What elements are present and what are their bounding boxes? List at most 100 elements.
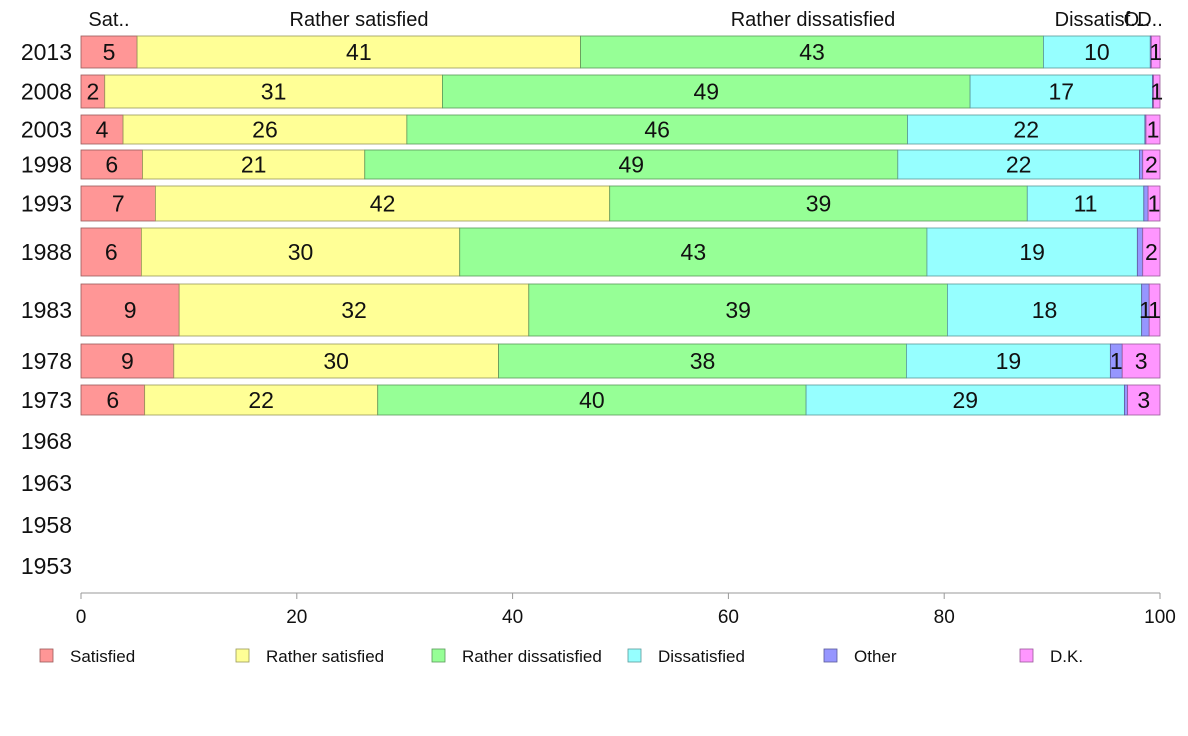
bar-value-label: 43 bbox=[681, 239, 707, 265]
bar-segment bbox=[80, 283, 180, 337]
legend-label: D.K. bbox=[1050, 647, 1083, 666]
bar-value-label: 22 bbox=[1006, 152, 1032, 178]
bar-segment bbox=[1139, 149, 1144, 180]
year-label: 1968 bbox=[21, 428, 72, 454]
bar-segment bbox=[947, 283, 1143, 337]
bar-value-label: 18 bbox=[1032, 297, 1058, 323]
bar-segment bbox=[906, 343, 1111, 379]
year-label: 1973 bbox=[21, 387, 72, 413]
top-category-label: Rather satisfied bbox=[290, 9, 429, 31]
year-label: 1983 bbox=[21, 297, 72, 323]
legend-label: Satisfied bbox=[70, 647, 135, 666]
bar-segment bbox=[498, 343, 907, 379]
bar-value-label: 49 bbox=[693, 79, 719, 105]
bar-value-label: 1 bbox=[1149, 39, 1162, 65]
bar-value-label: 40 bbox=[579, 387, 605, 413]
bar-value-label: 2 bbox=[1145, 239, 1158, 265]
bar-segment bbox=[805, 384, 1125, 416]
bar-value-label: 38 bbox=[690, 348, 716, 374]
bar-value-label: 19 bbox=[1019, 239, 1045, 265]
bar-segment bbox=[1147, 185, 1161, 222]
bar-segment bbox=[80, 227, 142, 277]
year-label: 1978 bbox=[21, 348, 72, 374]
bar-value-label: 39 bbox=[806, 191, 832, 217]
top-category-label: Sat.. bbox=[88, 9, 129, 31]
bar-value-label: 21 bbox=[241, 152, 267, 178]
bar-value-label: 1 bbox=[1150, 79, 1163, 105]
bar-value-label: 46 bbox=[644, 117, 670, 143]
bar-segment bbox=[1026, 185, 1145, 222]
bar-value-label: 29 bbox=[952, 387, 978, 413]
bar-segment bbox=[926, 227, 1138, 277]
bar-value-label: 32 bbox=[341, 297, 367, 323]
bar-value-label: 41 bbox=[346, 39, 372, 65]
bar-value-label: 6 bbox=[106, 387, 119, 413]
legend-label: Rather dissatisfied bbox=[462, 647, 602, 666]
bar-segment bbox=[1136, 227, 1144, 277]
bar-segment bbox=[80, 185, 156, 222]
bar-value-label: 11 bbox=[1074, 191, 1098, 217]
bar-value-label: 39 bbox=[725, 297, 751, 323]
bar-segment bbox=[178, 283, 530, 337]
year-label: 1998 bbox=[21, 152, 72, 178]
bar-segment bbox=[1043, 35, 1151, 69]
bar-segment bbox=[80, 384, 146, 416]
bar-segment bbox=[122, 114, 408, 145]
top-category-label: D.. bbox=[1137, 9, 1163, 31]
bar-value-label: 6 bbox=[105, 239, 118, 265]
bar-value-label: 1 bbox=[1147, 117, 1160, 143]
bar-value-label: 42 bbox=[370, 191, 396, 217]
x-axis-tick-label: 40 bbox=[502, 607, 523, 628]
bar-value-label: 31 bbox=[261, 79, 287, 105]
bar-segment bbox=[377, 384, 807, 416]
bar-value-label: 6 bbox=[105, 152, 118, 178]
bar-value-label: 30 bbox=[288, 239, 314, 265]
year-label: 1963 bbox=[21, 470, 72, 496]
top-category-label: O.. bbox=[1124, 9, 1151, 31]
bar-value-label: 2 bbox=[1145, 152, 1158, 178]
bar-value-label: 22 bbox=[248, 387, 274, 413]
bar-segment bbox=[907, 114, 1146, 145]
bar-value-label: 4 bbox=[96, 117, 109, 143]
year-label: 1993 bbox=[21, 191, 72, 217]
bar-value-label: 19 bbox=[996, 348, 1022, 374]
bar-value-label: 5 bbox=[103, 39, 116, 65]
bar-segment bbox=[141, 227, 461, 277]
legend-swatch bbox=[431, 648, 446, 663]
bar-segment bbox=[528, 283, 948, 337]
legend-swatch bbox=[235, 648, 250, 663]
bar-segment bbox=[1145, 114, 1161, 145]
bar-value-label: 30 bbox=[323, 348, 349, 374]
bar-value-label: 3 bbox=[1135, 348, 1148, 374]
year-label: 1988 bbox=[21, 239, 72, 265]
bar-segment bbox=[80, 35, 138, 69]
bar-value-label: 26 bbox=[252, 117, 278, 143]
year-label: 1958 bbox=[21, 512, 72, 538]
bar-segment bbox=[1153, 74, 1161, 109]
top-category-label: Dissatisf.. bbox=[1055, 9, 1142, 31]
x-axis-tick-label: 0 bbox=[76, 607, 87, 628]
bar-value-label: 49 bbox=[618, 152, 644, 178]
x-axis-tick-label: 100 bbox=[1144, 607, 1176, 628]
bar-segment bbox=[1148, 283, 1161, 337]
legend-label: Other bbox=[854, 647, 897, 666]
bar-segment bbox=[459, 227, 928, 277]
bar-segment bbox=[173, 343, 499, 379]
year-label: 2008 bbox=[21, 79, 72, 105]
bar-segment bbox=[142, 149, 366, 180]
legend-swatch bbox=[627, 648, 642, 663]
bar-value-label: 17 bbox=[1048, 79, 1074, 105]
top-category-label: Rather dissatisfied bbox=[731, 9, 896, 31]
bar-segment bbox=[442, 74, 971, 109]
x-axis-tick-label: 20 bbox=[286, 607, 307, 628]
bar-segment bbox=[1127, 384, 1161, 416]
bar-value-label: 10 bbox=[1084, 39, 1110, 65]
bar-value-label: 3 bbox=[1137, 387, 1150, 413]
bar-segment bbox=[580, 35, 1044, 69]
legend-swatch bbox=[39, 648, 54, 663]
x-axis-tick-label: 80 bbox=[934, 607, 955, 628]
year-label: 2013 bbox=[21, 39, 72, 65]
bar-value-label: 22 bbox=[1013, 117, 1039, 143]
legend-label: Dissatisfied bbox=[658, 647, 745, 666]
